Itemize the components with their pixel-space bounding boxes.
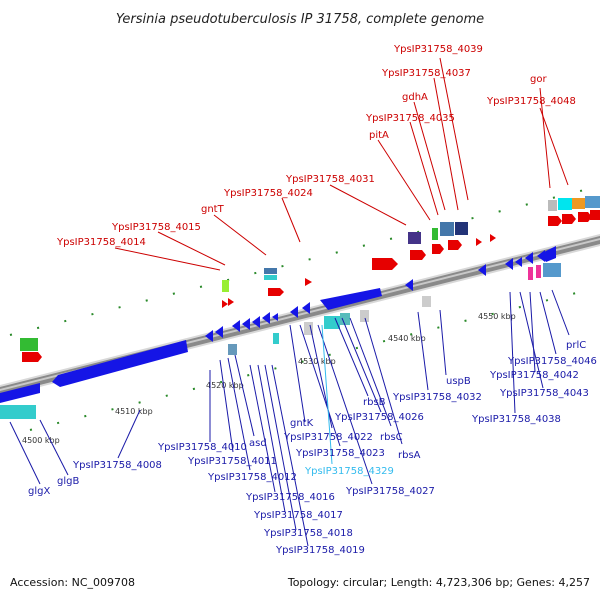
gene-label[interactable]: YpsIP31758_4026 — [334, 412, 424, 423]
gene-label[interactable]: rbsB — [363, 397, 386, 408]
gene-label[interactable]: YpsIP31758_4012 — [207, 472, 297, 483]
scale-ticks: 4500 kbp 4510 kbp 4520 kbp 4530 kbp 4540… — [22, 312, 516, 445]
gene-label[interactable]: prlC — [566, 340, 586, 351]
gene-label[interactable]: pitA — [369, 130, 389, 141]
tick-label: 4510 kbp — [115, 407, 153, 416]
tick-label: 4530 kbp — [298, 357, 336, 366]
reverse-track-features — [0, 263, 561, 419]
top-gene-labels: YpsIP31758_4039 YpsIP31758_4037 gor gdhA… — [56, 44, 576, 248]
forward-genes — [22, 210, 600, 362]
gene-label[interactable]: YpsIP31758_4043 — [499, 388, 589, 399]
tick-label: 4540 kbp — [388, 334, 426, 343]
gene-label[interactable]: glgX — [28, 486, 50, 497]
tick-label: 4520 kbp — [206, 381, 244, 390]
gene-label[interactable]: rbsA — [398, 450, 421, 461]
gene-label[interactable]: YpsIP31758_4014 — [56, 237, 146, 248]
gene-label[interactable]: gdhA — [402, 92, 428, 103]
highlight-callout-line — [321, 324, 333, 465]
gene-label[interactable]: glgB — [57, 476, 79, 487]
gene-label[interactable]: YpsIP31758_4046 — [507, 356, 597, 367]
tick-label: 4500 kbp — [22, 436, 60, 445]
accession-text: Accession: NC_009708 — [10, 576, 135, 589]
gene-label[interactable]: uspB — [446, 376, 471, 387]
gene-label[interactable]: YpsIP31758_4042 — [489, 370, 579, 381]
gene-label[interactable]: YpsIP31758_4022 — [283, 432, 373, 443]
gene-label[interactable]: YpsIP31758_4018 — [263, 528, 353, 539]
gene-label[interactable]: YpsIP31758_4027 — [345, 486, 435, 497]
bottom-callout-lines — [9, 289, 570, 547]
gene-label[interactable]: YpsIP31758_4048 — [486, 96, 576, 107]
gene-label[interactable]: gntT — [201, 204, 225, 215]
gene-label[interactable]: YpsIP31758_4008 — [72, 460, 162, 471]
gene-label[interactable]: YpsIP31758_4016 — [245, 492, 335, 503]
genome-stats-text: Topology: circular; Length: 4,723,306 bp… — [287, 576, 590, 589]
map-title: Yersinia pseudotuberculosis IP 31758, co… — [116, 12, 484, 27]
gene-label[interactable]: YpsIP31758_4031 — [285, 174, 375, 185]
tick-label: 4550 kbp — [478, 312, 516, 321]
gene-label[interactable]: YpsIP31758_4039 — [393, 44, 483, 55]
gene-label[interactable]: rbsC — [380, 432, 403, 443]
gene-label[interactable]: YpsIP31758_4032 — [392, 392, 482, 403]
gene-label[interactable]: gor — [530, 74, 547, 85]
gene-label[interactable]: gntK — [290, 418, 314, 429]
gene-label[interactable]: YpsIP31758_4015 — [111, 222, 201, 233]
bottom-gene-labels: prlC YpsIP31758_4046 YpsIP31758_4042 Yps… — [28, 340, 597, 556]
forward-track-features — [20, 196, 600, 351]
gene-label[interactable]: YpsIP31758_4038 — [471, 414, 561, 425]
gene-label[interactable]: YpsIP31758_4023 — [295, 448, 385, 459]
gene-label[interactable]: asd — [249, 438, 267, 449]
gene-label[interactable]: YpsIP31758_4019 — [275, 545, 365, 556]
gene-label[interactable]: YpsIP31758_4024 — [223, 188, 313, 199]
gene-label[interactable]: YpsIP31758_4037 — [381, 68, 471, 79]
gene-label[interactable]: YpsIP31758_4329 — [304, 466, 394, 477]
top-callout-lines — [114, 57, 569, 271]
reverse-genes — [0, 246, 556, 403]
gene-label[interactable]: YpsIP31758_4017 — [253, 510, 343, 521]
gene-label[interactable]: YpsIP31758_4011 — [187, 456, 277, 467]
gene-label[interactable]: YpsIP31758_4010 — [157, 442, 247, 453]
gene-label[interactable]: YpsIP31758_4035 — [365, 113, 455, 124]
